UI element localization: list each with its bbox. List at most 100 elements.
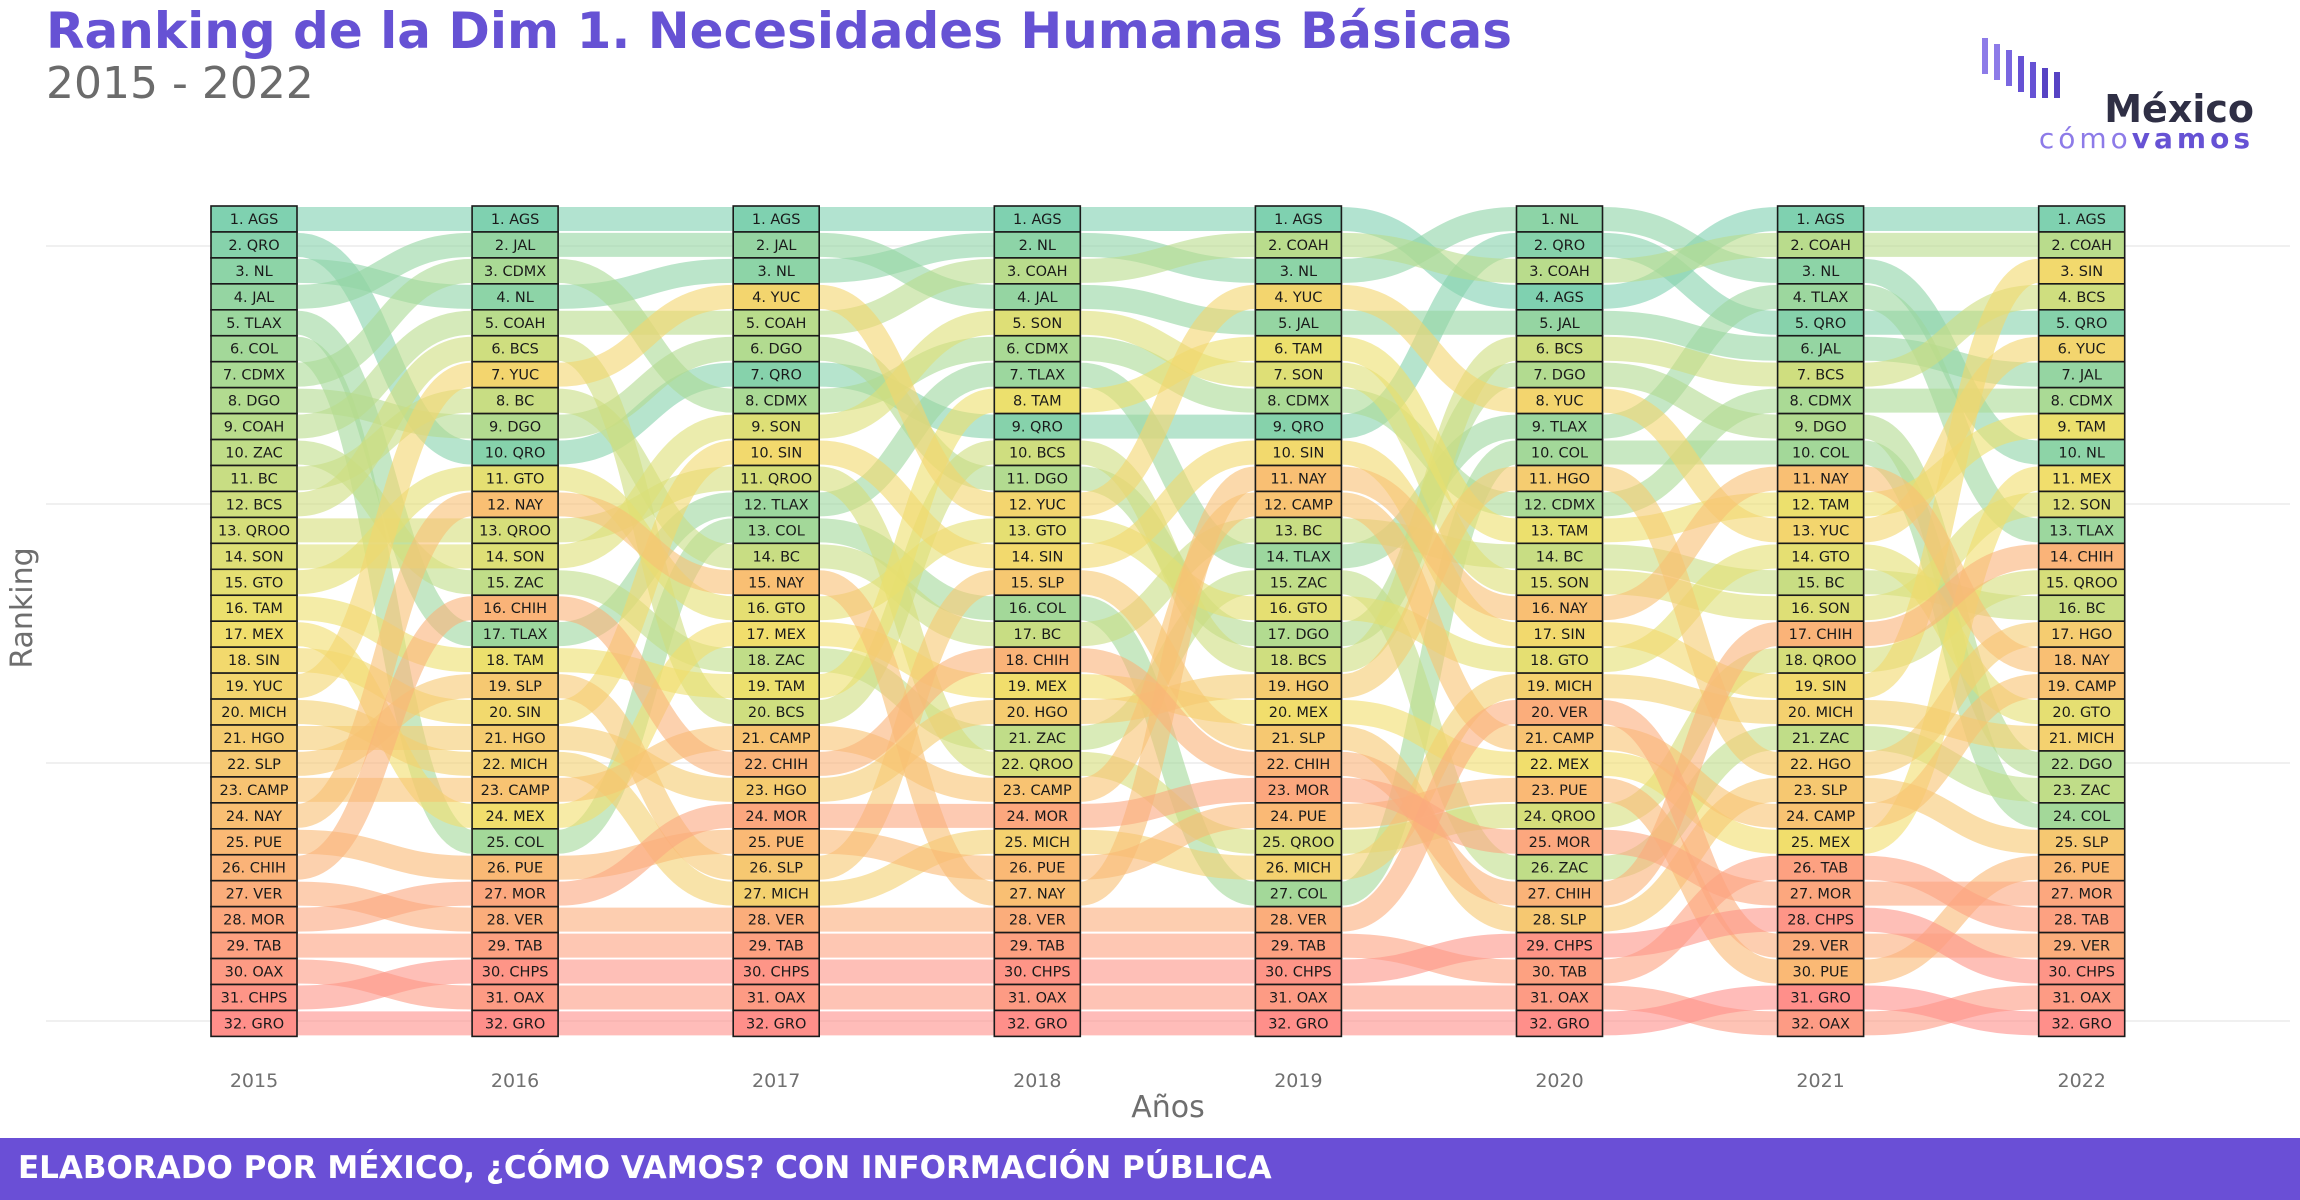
rank-box-2020-14: 14. BC bbox=[1515, 542, 1604, 571]
rank-box-2022-15: 15. QROO bbox=[2037, 568, 2126, 597]
rank-box-2020-3: 3. COAH bbox=[1515, 257, 1604, 285]
rank-label: 2. COAH bbox=[1790, 238, 1851, 254]
rank-box-2018-15: 15. SLP bbox=[993, 568, 1082, 597]
rank-label: 11. NAY bbox=[1270, 471, 1326, 487]
rank-box-2016-12: 12. NAY bbox=[471, 490, 559, 519]
rank-label: 2. QRO bbox=[1534, 238, 1585, 254]
rank-box-2015-31: 31. CHPS bbox=[210, 983, 298, 1012]
rank-box-2015-15: 15. GTO bbox=[210, 568, 298, 597]
rank-box-2018-24: 24. MOR bbox=[993, 802, 1082, 830]
rank-label: 30. TAB bbox=[1532, 965, 1587, 981]
rank-label: 30. CHPS bbox=[743, 965, 810, 981]
rank-box-2019-9: 9. QRO bbox=[1254, 412, 1343, 441]
rank-box-2021-2: 2. COAH bbox=[1776, 231, 1865, 259]
rank-box-2016-6: 6. BCS bbox=[471, 334, 559, 363]
rank-label: 27. VER bbox=[226, 887, 283, 903]
rank-box-2019-23: 23. MOR bbox=[1254, 776, 1343, 804]
rank-label: 4. TLAX bbox=[1793, 290, 1849, 306]
rank-label: 3. NL bbox=[1802, 264, 1839, 280]
rank-box-2018-23: 23. CAMP bbox=[993, 776, 1082, 804]
rank-box-2020-7: 7. DGO bbox=[1515, 360, 1604, 389]
rank-label: 7. QRO bbox=[751, 368, 802, 384]
rank-box-2015-4: 4. JAL bbox=[210, 283, 298, 311]
rank-box-2021-16: 16. SON bbox=[1776, 594, 1865, 623]
rank-box-2015-13: 13. QROO bbox=[210, 516, 298, 545]
rank-label: 9. DGO bbox=[489, 420, 541, 436]
rank-label: 20. BCS bbox=[748, 705, 805, 721]
rank-label: 1. AGS bbox=[2057, 212, 2106, 228]
rank-label: 23. ZAC bbox=[2053, 783, 2110, 799]
rank-label: 12. NAY bbox=[487, 497, 543, 513]
rank-label: 29. TAB bbox=[1010, 939, 1065, 955]
rank-label: 10. SIN bbox=[750, 446, 802, 462]
rank-label: 13. YUC bbox=[1792, 523, 1849, 539]
rank-label: 3. NL bbox=[758, 264, 795, 280]
rank-label: 28. CHPS bbox=[1787, 913, 1854, 929]
rank-label: 20. SIN bbox=[489, 705, 541, 721]
rank-box-2020-4: 4. AGS bbox=[1515, 283, 1604, 311]
rank-box-2019-20: 20. MEX bbox=[1254, 698, 1343, 726]
rank-box-2021-21: 21. ZAC bbox=[1776, 724, 1865, 752]
rank-label: 5. QRO bbox=[2056, 316, 2107, 332]
rank-label: 28. MOR bbox=[223, 913, 285, 929]
rank-label: 32. GRO bbox=[2051, 1016, 2111, 1032]
rank-label: 7. TLAX bbox=[1010, 368, 1066, 384]
rank-label: 1. AGS bbox=[491, 212, 540, 228]
rank-label: 12. CDMX bbox=[1524, 497, 1595, 513]
rank-box-2017-28: 28. VER bbox=[732, 905, 821, 934]
rank-box-2016-22: 22. MICH bbox=[471, 750, 559, 778]
rank-label: 12. YUC bbox=[1009, 497, 1066, 513]
rank-box-2018-13: 13. GTO bbox=[993, 516, 1082, 545]
rank-label: 6. BCS bbox=[1536, 342, 1583, 358]
rank-box-2016-20: 20. SIN bbox=[471, 698, 559, 726]
rank-box-2017-22: 22. CHIH bbox=[732, 750, 821, 778]
rank-label: 26. MICH bbox=[1266, 861, 1331, 877]
rank-label: 32. GRO bbox=[1007, 1016, 1067, 1032]
rank-box-2016-7: 7. YUC bbox=[471, 360, 559, 389]
x-tick-2015: 2015 bbox=[230, 1070, 278, 1092]
rank-label: 2. JAL bbox=[756, 238, 796, 254]
rank-box-2020-21: 21. CAMP bbox=[1515, 724, 1604, 752]
rank-label: 14. SON bbox=[486, 549, 545, 565]
rank-box-2020-1: 1. NL bbox=[1515, 205, 1604, 233]
rank-box-2017-3: 3. NL bbox=[732, 257, 821, 285]
rank-label: 25. PUE bbox=[226, 835, 282, 851]
rank-label: 25. MEX bbox=[1791, 835, 1850, 851]
rank-label: 7. BCS bbox=[1797, 368, 1844, 384]
rank-box-2017-18: 18. ZAC bbox=[732, 646, 821, 674]
rank-label: 29. TAB bbox=[749, 939, 804, 955]
rank-box-2018-11: 11. DGO bbox=[993, 464, 1082, 493]
rank-box-2021-26: 26. TAB bbox=[1776, 853, 1865, 882]
rank-box-2022-7: 7. JAL bbox=[2037, 360, 2126, 389]
rank-label: 3. SIN bbox=[2060, 264, 2103, 280]
x-axis-label: Años bbox=[1131, 1090, 1205, 1125]
rank-label: 13. BC bbox=[1275, 523, 1323, 539]
rank-box-2021-12: 12. TAM bbox=[1776, 490, 1865, 519]
rank-label: 29. TAB bbox=[487, 939, 542, 955]
rank-box-2017-1: 1. AGS bbox=[732, 205, 821, 233]
rank-box-2015-16: 16. TAM bbox=[210, 594, 298, 623]
rank-box-2015-23: 23. CAMP bbox=[210, 776, 298, 804]
rank-box-2022-17: 17. HGO bbox=[2037, 620, 2126, 648]
rank-label: 11. BC bbox=[230, 471, 278, 487]
x-tick-2022: 2022 bbox=[2058, 1070, 2106, 1092]
rank-label: 21. MICH bbox=[2049, 731, 2114, 747]
rank-label: 14. TLAX bbox=[1266, 549, 1331, 565]
rank-box-2017-31: 31. OAX bbox=[732, 983, 821, 1012]
rank-label: 17. TLAX bbox=[483, 627, 548, 643]
rank-label: 1. AGS bbox=[230, 212, 279, 228]
rank-label: 10. COL bbox=[1792, 446, 1849, 462]
rank-box-2019-13: 13. BC bbox=[1254, 516, 1343, 545]
rank-box-2022-12: 12. SON bbox=[2037, 490, 2126, 519]
ranking-flows bbox=[294, 206, 2041, 1036]
rank-box-2015-19: 19. YUC bbox=[210, 672, 298, 700]
x-tick-2021: 2021 bbox=[1796, 1070, 1844, 1092]
rank-box-2017-6: 6. DGO bbox=[732, 334, 821, 363]
rank-box-2017-32: 32. GRO bbox=[732, 1009, 821, 1038]
rank-label: 30. CHPS bbox=[482, 965, 549, 981]
rank-label: 9. DGO bbox=[1794, 420, 1846, 436]
rank-box-2020-31: 31. OAX bbox=[1515, 983, 1604, 1012]
rank-label: 13. GTO bbox=[1008, 523, 1067, 539]
rank-label: 16. NAY bbox=[1531, 601, 1587, 617]
rank-box-2021-6: 6. JAL bbox=[1776, 334, 1865, 363]
